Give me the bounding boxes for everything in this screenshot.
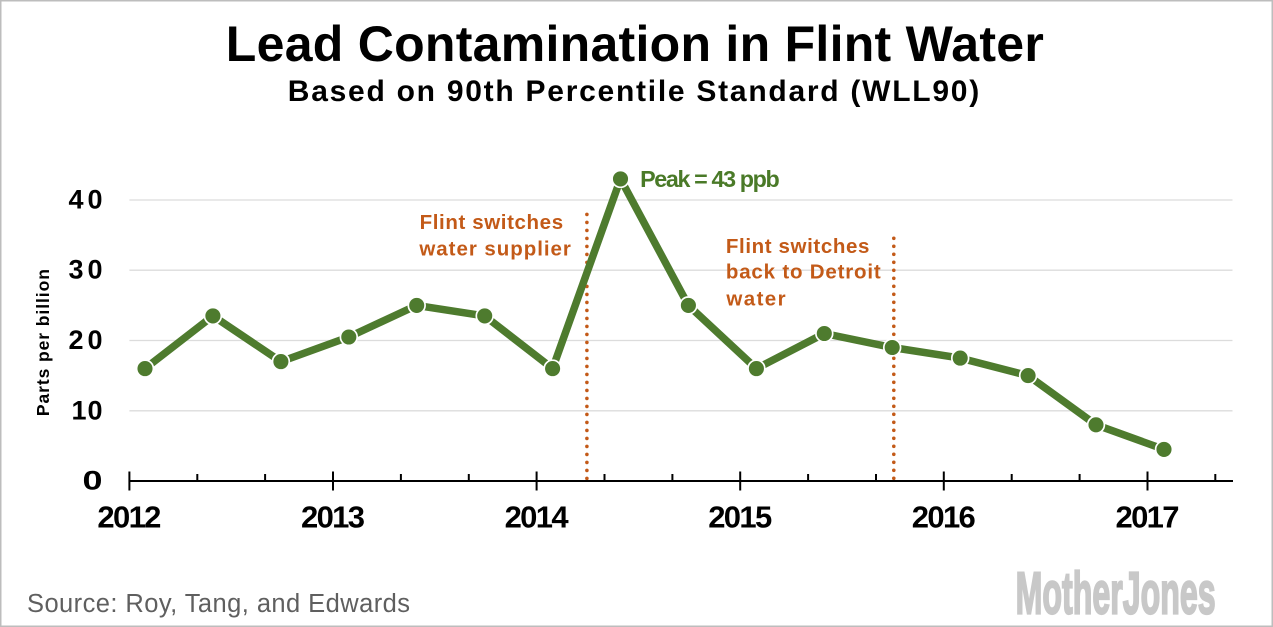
svg-text:Source: Roy, Tang, and Edwards: Source: Roy, Tang, and Edwards xyxy=(27,590,410,618)
svg-text:MotherJones: MotherJones xyxy=(1016,561,1216,627)
svg-text:Flint switches: Flint switches xyxy=(420,211,563,234)
svg-text:Lead Contamination in Flint Wa: Lead Contamination in Flint Water xyxy=(226,16,1044,72)
svg-text:Flint switches: Flint switches xyxy=(726,235,870,258)
svg-text:water supplier: water supplier xyxy=(418,238,571,261)
svg-text:back to Detroit: back to Detroit xyxy=(726,261,881,284)
svg-text:2013: 2013 xyxy=(301,499,365,534)
svg-text:2016: 2016 xyxy=(912,499,976,534)
svg-text:2014: 2014 xyxy=(505,499,570,534)
svg-text:Based on 90th Percentile Stand: Based on 90th Percentile Standard (WLL90… xyxy=(288,75,979,108)
svg-text:Peak = 43 ppb: Peak = 43 ppb xyxy=(640,166,780,192)
svg-text:2017: 2017 xyxy=(1116,499,1180,534)
svg-text:2015: 2015 xyxy=(708,499,772,534)
svg-text:2012: 2012 xyxy=(97,499,161,534)
svg-text:10: 10 xyxy=(72,395,103,425)
svg-text:Parts per billion: Parts per billion xyxy=(33,269,53,416)
svg-text:0: 0 xyxy=(83,466,103,496)
